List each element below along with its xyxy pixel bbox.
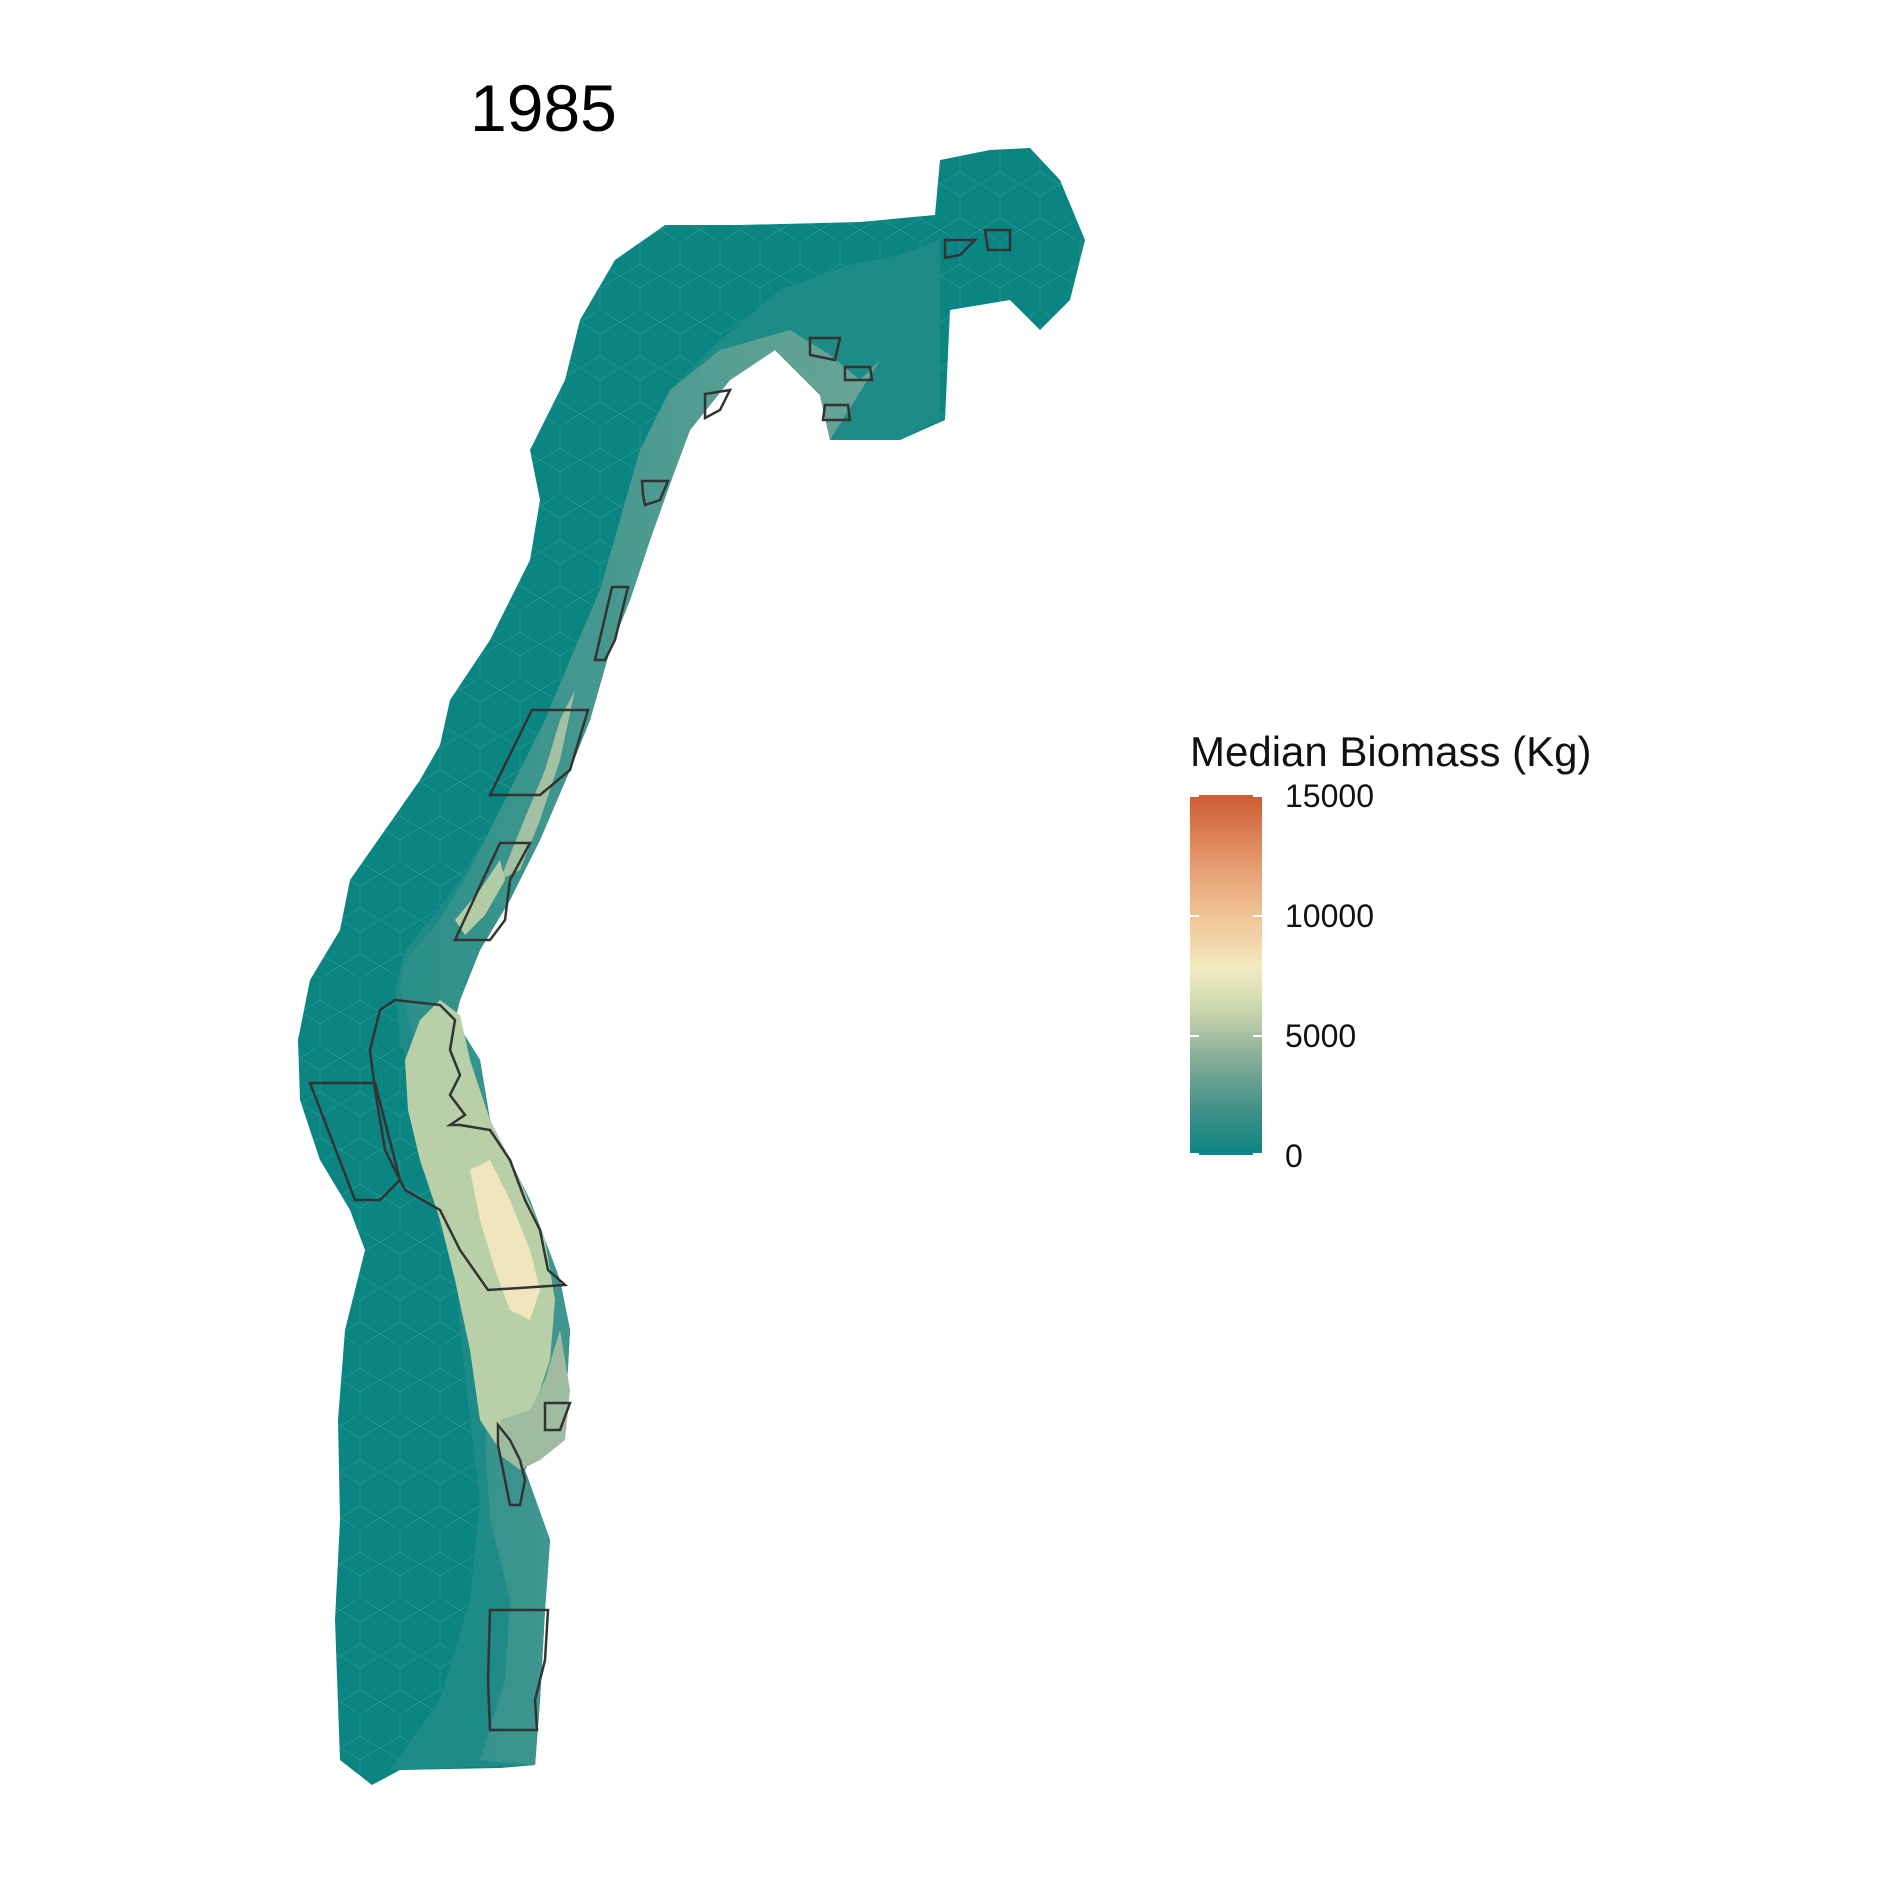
legend-tick-label-15000: 15000 bbox=[1285, 778, 1374, 814]
map-title: 1985 bbox=[470, 71, 617, 145]
outline-mid-box-2 bbox=[487, 708, 590, 797]
legend-tick-mark-10000-right bbox=[1253, 915, 1262, 917]
outline-far-south bbox=[486, 1608, 550, 1732]
biomass-patch-central bbox=[405, 1000, 555, 1450]
legend-tick-label-10000: 10000 bbox=[1285, 898, 1374, 934]
outline-northeast-1 bbox=[808, 336, 842, 362]
legend-tick-mark-10000 bbox=[1190, 915, 1199, 917]
outline-large-central bbox=[368, 998, 569, 1292]
legend-colorbar bbox=[1190, 795, 1262, 1155]
legend-tick-mark-15000-right bbox=[1253, 795, 1262, 797]
outline-northeast-4 bbox=[943, 238, 979, 260]
legend-tick-mark-5000 bbox=[1190, 1035, 1199, 1037]
legend-tick-label-5000: 5000 bbox=[1285, 1018, 1357, 1054]
legend-tick-mark-5000-right bbox=[1253, 1035, 1262, 1037]
outline-small-2 bbox=[640, 479, 670, 507]
biomass-patch-north bbox=[500, 690, 575, 880]
biomass-patch-peak bbox=[470, 1160, 540, 1320]
protected-area-outlines bbox=[308, 228, 1012, 1732]
legend-tick-mark-15000 bbox=[1190, 795, 1199, 797]
legend-tick-label-0: 0 bbox=[1285, 1138, 1303, 1174]
outline-south-1 bbox=[543, 1401, 572, 1432]
biomass-patch-south bbox=[500, 1330, 570, 1470]
outline-northeast-3 bbox=[821, 403, 852, 422]
legend-tick-mark-0 bbox=[1190, 1153, 1199, 1155]
outline-northeast-2 bbox=[843, 365, 874, 382]
outline-west-box bbox=[308, 1081, 402, 1202]
outline-mid-box-1 bbox=[453, 841, 533, 942]
outline-small-1 bbox=[593, 585, 630, 662]
legend-title: Median Biomass (Kg) bbox=[1190, 728, 1592, 775]
outline-northeast-5 bbox=[983, 228, 1012, 252]
outline-south-2 bbox=[496, 1421, 527, 1507]
biomass-patch-mid bbox=[455, 860, 505, 935]
legend-tick-mark-0-right bbox=[1253, 1153, 1262, 1155]
outline-small-3 bbox=[703, 388, 733, 421]
